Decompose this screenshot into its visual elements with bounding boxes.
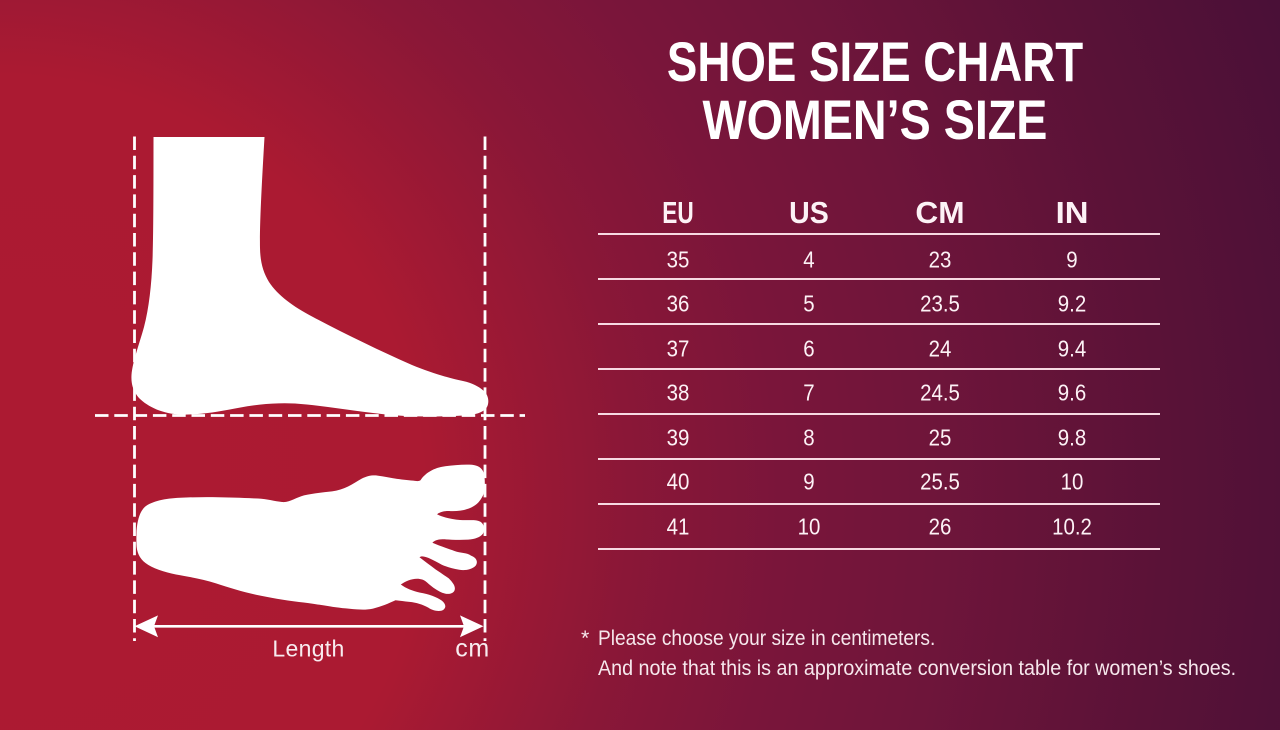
svg-text:Length: Length xyxy=(272,635,344,661)
svg-text:cm: cm xyxy=(455,634,490,662)
